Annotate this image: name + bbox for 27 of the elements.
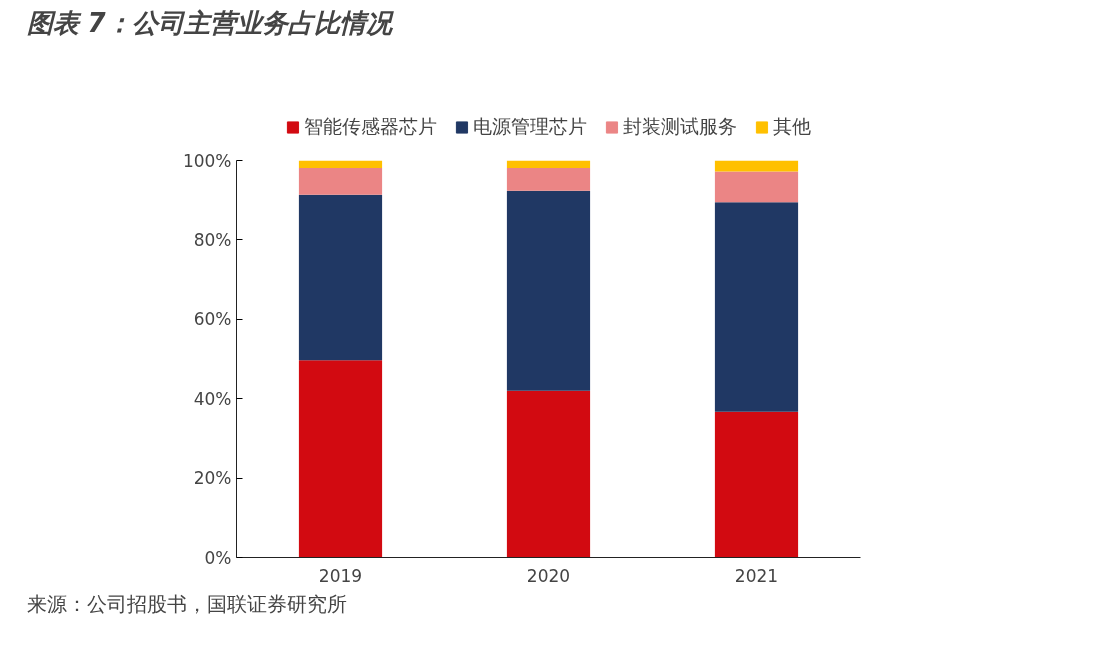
x-tick-label: 2021 xyxy=(734,565,779,586)
bar xyxy=(714,171,799,203)
bar xyxy=(506,168,591,191)
bar xyxy=(298,168,383,195)
bar xyxy=(714,202,799,412)
bar xyxy=(298,194,383,361)
bar xyxy=(506,160,591,169)
chart-title: 图表 7：公司主营业务占比情况 xyxy=(26,7,394,38)
y-tick-label: 80% xyxy=(193,229,232,250)
y-tick-label: 0% xyxy=(204,547,232,568)
legend-label: 智能传感器芯片 xyxy=(303,114,437,139)
bar xyxy=(506,390,591,558)
legend-label: 其他 xyxy=(772,114,811,139)
legend-label: 电源管理芯片 xyxy=(472,114,587,139)
x-tick-label: 2020 xyxy=(526,565,571,586)
bar xyxy=(714,411,799,558)
x-tick-label: 2019 xyxy=(318,565,363,586)
legend-label: 封装测试服务 xyxy=(622,114,737,139)
bar xyxy=(506,190,591,391)
y-tick-label: 40% xyxy=(193,388,232,409)
y-tick-label: 20% xyxy=(193,468,232,489)
y-tick-label: 60% xyxy=(193,309,232,330)
source-note: 来源：公司招股书，国联证券研究所 xyxy=(26,591,347,616)
bar xyxy=(298,360,383,558)
bar xyxy=(298,160,383,169)
bar xyxy=(714,160,799,172)
y-tick-label: 100% xyxy=(182,150,232,171)
